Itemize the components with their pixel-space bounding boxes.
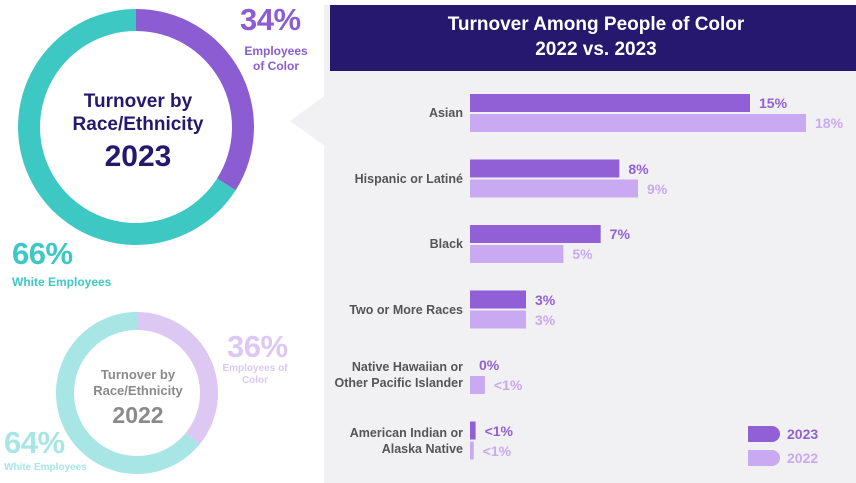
value-label: 3% — [535, 311, 556, 328]
value-label: <1% — [482, 442, 512, 459]
bar — [470, 114, 806, 132]
donut-title: Turnover by Race/Ethnicity — [93, 367, 183, 398]
donut-year: 2023 — [104, 140, 172, 173]
donut-slice — [136, 9, 254, 191]
bar-subtitle: 2022 vs. 2023 — [535, 39, 657, 60]
bar — [470, 94, 750, 112]
category-label: Asian — [428, 106, 463, 120]
value-label: 15% — [759, 95, 788, 111]
value-label: 34% — [240, 2, 301, 37]
bar-panel — [324, 5, 856, 483]
legend-swatch — [748, 426, 760, 442]
bar — [470, 310, 526, 329]
value-label: 0% — [479, 357, 500, 373]
value-label: 5% — [572, 246, 593, 262]
value-label: 7% — [609, 226, 630, 242]
donut-year: 2022 — [112, 402, 164, 428]
slice-label: Employees of Color — [244, 44, 308, 73]
bar — [470, 421, 476, 440]
bar — [470, 159, 620, 178]
value-label: 66% — [12, 236, 73, 271]
value-label: <1% — [493, 377, 523, 393]
bar-header — [330, 5, 856, 71]
bar — [470, 225, 601, 243]
bar — [470, 245, 564, 263]
bar — [470, 376, 485, 394]
legend-label: 2023 — [787, 426, 819, 442]
panel-pointer — [290, 95, 326, 147]
slice-label: White Employees — [12, 275, 112, 289]
category-label: Two or More Races — [349, 302, 463, 317]
donut-slice — [56, 312, 200, 475]
category-label: Hispanic or Latiné — [354, 171, 463, 186]
bar — [470, 441, 474, 460]
slice-label: White Employees — [4, 462, 87, 473]
category-label: American Indian or Alaska Native — [349, 425, 463, 456]
bar — [470, 290, 526, 309]
legend-label: 2022 — [787, 450, 819, 466]
value-label: 64% — [4, 425, 65, 460]
category-label: Native Hawaiian or Other Pacific Islande… — [334, 360, 463, 390]
legend-swatch — [748, 450, 760, 466]
value-label: 36% — [227, 329, 288, 364]
bar-title: Turnover Among People of Color — [447, 14, 745, 35]
value-label: <1% — [484, 422, 514, 439]
donut-title: Turnover by Race/Ethnicity — [72, 91, 204, 135]
bar — [470, 179, 638, 198]
slice-label: Employees of Color — [222, 363, 288, 386]
value-label: 8% — [628, 160, 649, 177]
value-label: 9% — [647, 180, 668, 197]
value-label: 3% — [535, 291, 556, 308]
value-label: 18% — [815, 115, 844, 131]
category-label: Black — [429, 237, 463, 251]
donut-slice — [137, 312, 219, 445]
